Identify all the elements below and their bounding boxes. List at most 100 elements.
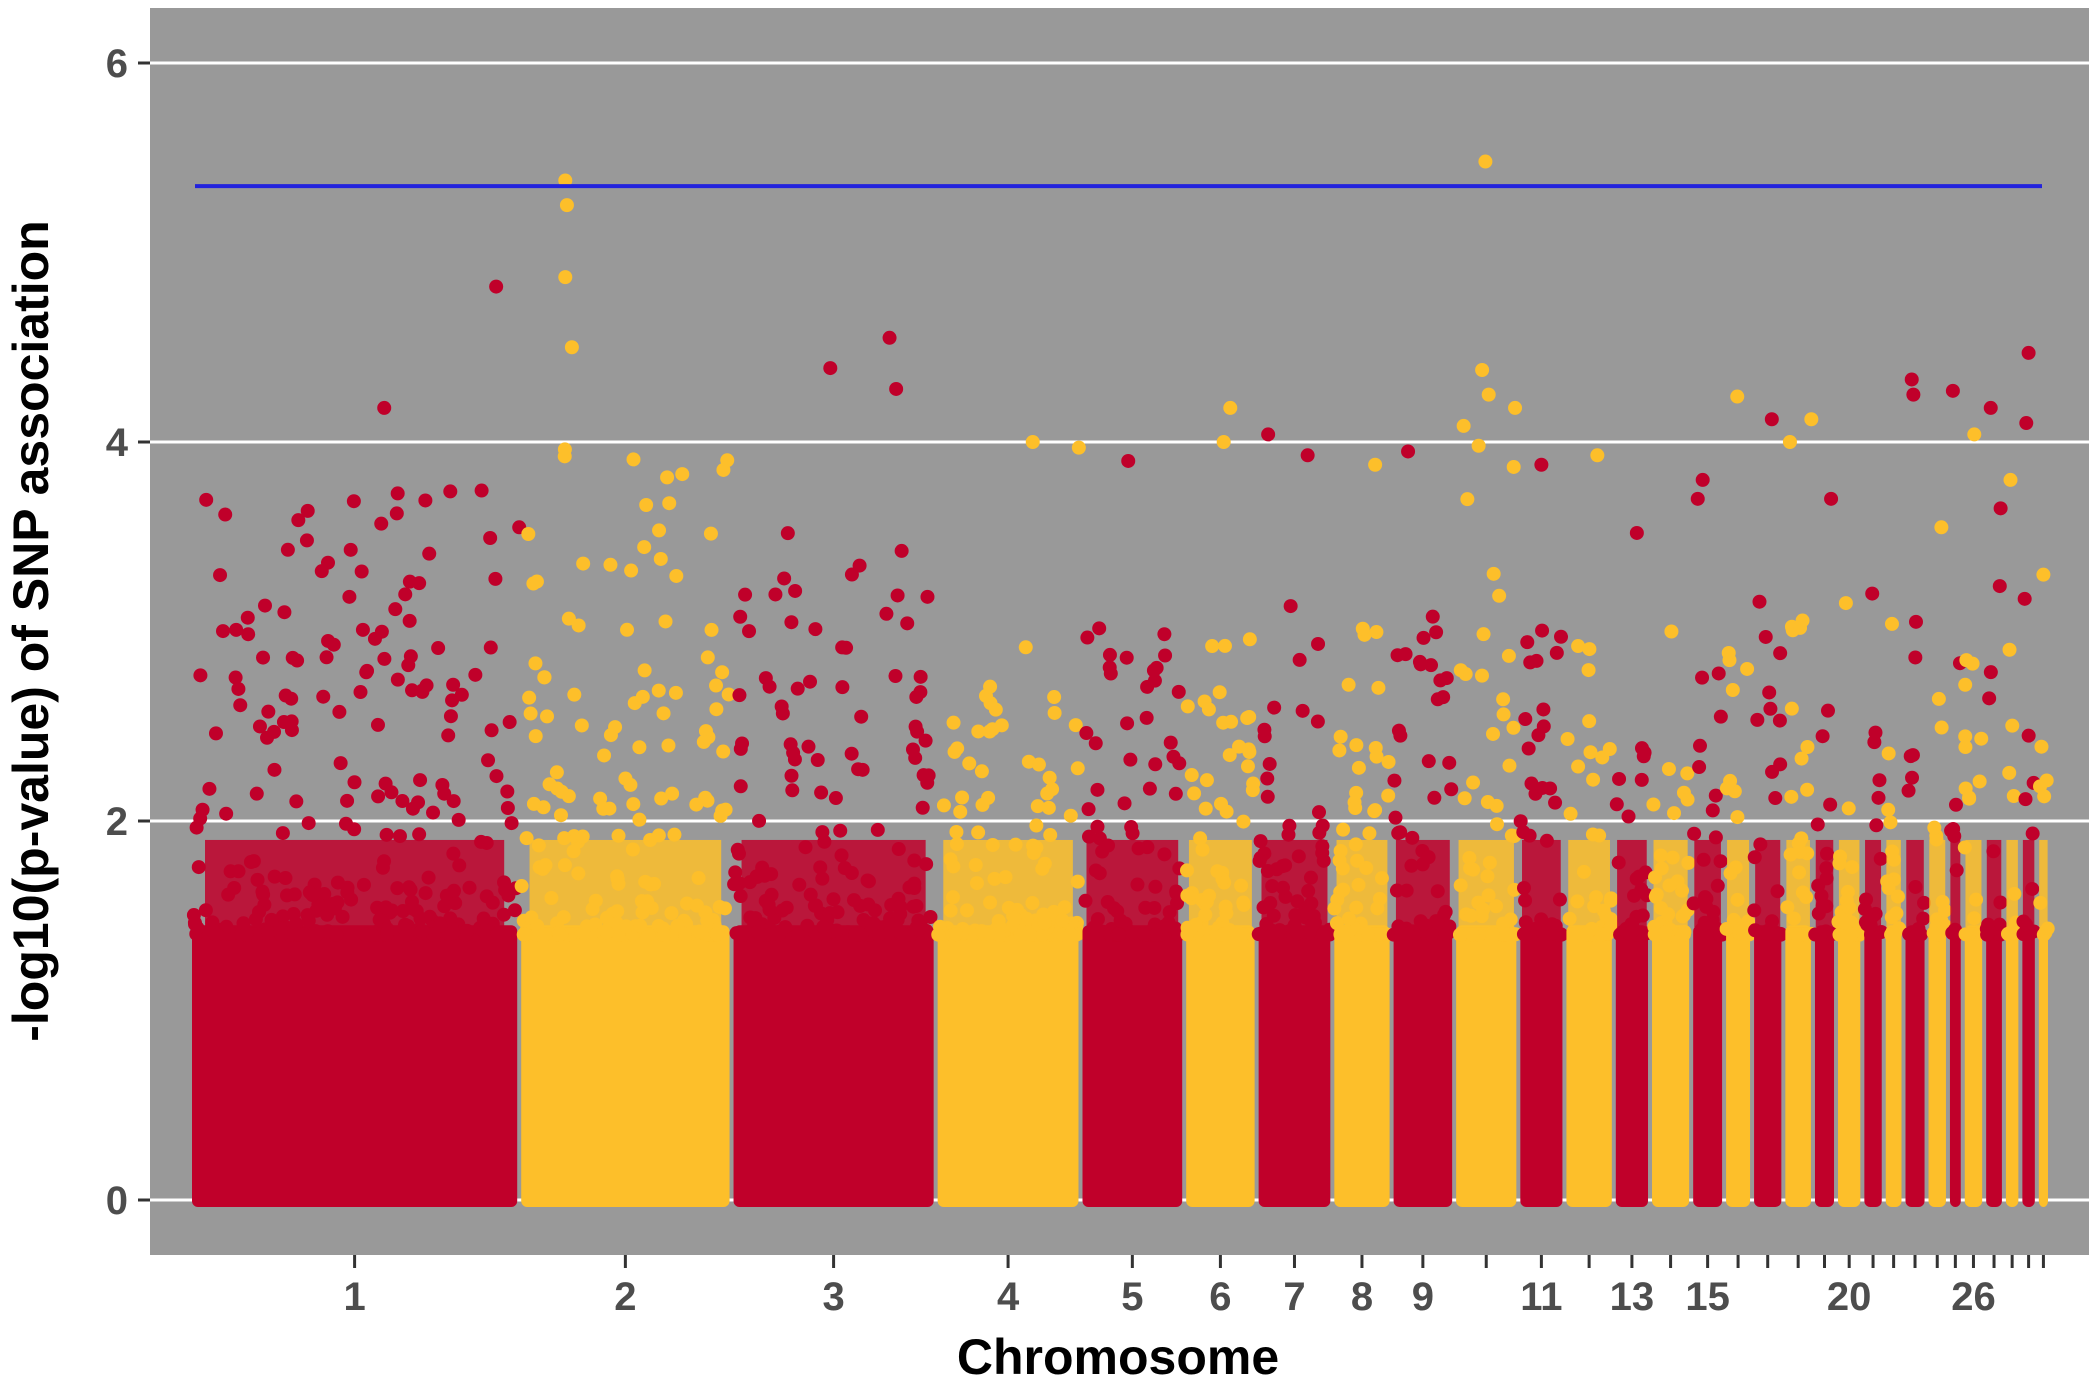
- y-axis: 0 2 4 6: [106, 42, 150, 1223]
- snp-point: [1139, 710, 1154, 725]
- snp-point: [1871, 790, 1886, 805]
- snp-band-chr29: [2022, 925, 2035, 1207]
- snp-point: [1629, 871, 1644, 886]
- snp-point: [1429, 625, 1444, 640]
- snp-point: [1081, 829, 1096, 844]
- snp-point: [1753, 837, 1768, 852]
- snp-point: [1993, 895, 2008, 910]
- snp-point: [522, 690, 537, 705]
- snp-point: [803, 887, 818, 902]
- snp-point: [1710, 878, 1725, 893]
- snp-point: [936, 798, 951, 813]
- snp-top-point: [1401, 444, 1416, 459]
- snp-point: [1055, 913, 1070, 928]
- snp-top-point: [1824, 491, 1839, 506]
- snp-point: [319, 650, 334, 665]
- snp-point: [1131, 841, 1146, 856]
- snp-point: [343, 542, 358, 557]
- snp-point: [561, 611, 576, 626]
- snp-point: [413, 911, 428, 926]
- snp-point: [915, 800, 930, 815]
- snp-point: [1581, 663, 1596, 678]
- snp-point: [422, 546, 437, 561]
- snp-point: [433, 918, 448, 933]
- snp-band-top-chr30: [2039, 839, 2048, 928]
- snp-point: [426, 805, 441, 820]
- snp-point: [851, 762, 866, 777]
- snp-point: [1193, 831, 1208, 846]
- snp-point: [1571, 639, 1586, 654]
- snp-point: [1926, 926, 1941, 941]
- snp-point: [1570, 894, 1585, 909]
- snp-point: [665, 786, 680, 801]
- snp-point: [531, 838, 546, 853]
- snp-point: [1967, 911, 1982, 926]
- snp-point: [635, 689, 650, 704]
- x-tick-label-chr1: 1: [343, 1275, 365, 1319]
- snp-point: [816, 919, 831, 934]
- snp-band-chr16: [1726, 925, 1751, 1207]
- snp-point: [474, 483, 489, 498]
- snp-point: [390, 486, 405, 501]
- x-tick-label-chr20: 20: [1827, 1275, 1872, 1319]
- snp-point: [882, 925, 897, 940]
- snp-point: [1031, 757, 1046, 772]
- snp-point: [1466, 862, 1481, 877]
- snp-point: [1253, 834, 1268, 849]
- x-tick-label-chr9: 9: [1412, 1275, 1434, 1319]
- snp-point: [1037, 915, 1052, 930]
- y-axis-title: -log10(p-value) of SNP association: [3, 220, 59, 1041]
- snp-top-point: [1906, 387, 1921, 402]
- snp-point: [1262, 756, 1277, 771]
- snp-point: [446, 883, 461, 898]
- snp-point: [1883, 815, 1898, 830]
- x-tick-label-chr11: 11: [1520, 1275, 1562, 1319]
- snp-top-point: [1838, 596, 1853, 611]
- snp-point: [637, 663, 652, 678]
- snp-point: [1251, 927, 1266, 942]
- snp-point: [1868, 725, 1883, 740]
- snp-point: [443, 484, 458, 499]
- snp-point: [1513, 814, 1528, 829]
- snp-point: [1842, 900, 1857, 915]
- snp-point: [651, 683, 666, 698]
- snp-point: [1188, 917, 1203, 932]
- snp-point: [786, 745, 801, 760]
- snp-top-point: [564, 340, 579, 355]
- snp-point: [700, 913, 715, 928]
- snp-point: [828, 791, 843, 806]
- snp-top-point: [1216, 435, 1231, 449]
- snp-point: [777, 571, 792, 586]
- snp-point: [576, 926, 591, 941]
- snp-point: [277, 605, 292, 620]
- snp-point: [801, 739, 816, 754]
- snp-point: [1157, 627, 1172, 642]
- snp-point: [2018, 792, 2033, 807]
- snp-point: [523, 706, 538, 721]
- snp-point: [653, 551, 668, 566]
- snp-point: [1646, 797, 1661, 812]
- snp-point: [788, 583, 803, 598]
- snp-point: [401, 658, 416, 673]
- snp-point: [1789, 927, 1804, 942]
- snp-point: [329, 927, 344, 942]
- snp-point: [451, 812, 466, 827]
- snp-point: [1819, 861, 1834, 876]
- snp-point: [566, 844, 581, 859]
- snp-point: [213, 568, 228, 583]
- snp-point: [364, 927, 379, 942]
- snp-point: [1576, 864, 1591, 879]
- snp-top-point: [1071, 440, 1086, 455]
- snp-point: [567, 687, 582, 702]
- snp-point: [1292, 652, 1307, 667]
- snp-point: [728, 865, 743, 880]
- snp-point: [846, 893, 861, 908]
- snp-point: [1337, 927, 1352, 942]
- snp-point: [474, 834, 489, 849]
- snp-band-chr5: [1082, 925, 1183, 1207]
- snp-point: [390, 881, 405, 896]
- snp-point: [553, 808, 568, 823]
- snp-point: [1476, 627, 1491, 642]
- snp-point: [374, 624, 389, 639]
- snp-point: [1438, 904, 1453, 919]
